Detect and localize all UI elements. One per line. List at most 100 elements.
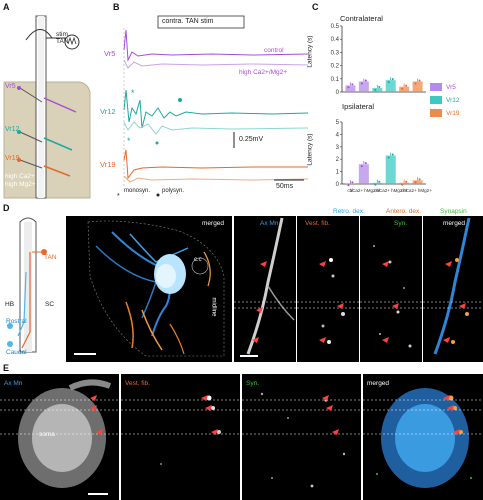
strip-label-vest: Vest. fib.	[305, 220, 330, 227]
x-tick-label: ctrl	[347, 188, 353, 193]
data-point	[414, 82, 417, 85]
nucleus-vr5: Vr5	[5, 83, 16, 90]
legend-high: high Ca2+/Mg2+	[239, 69, 288, 76]
bar	[372, 88, 383, 92]
y-tick-label: 0.2	[331, 64, 340, 70]
tan-label-d: TAN	[44, 254, 57, 261]
data-point	[378, 86, 381, 89]
legend-swatch	[430, 109, 442, 117]
soma-label: soma	[39, 431, 55, 438]
strip-vest-fib: Vest. fib.	[297, 216, 359, 362]
data-point	[374, 183, 377, 186]
y-tick-label: 5	[336, 120, 340, 126]
panel-a-schematic: stim TAN Vr5 Vr12 Vr19 high Ca2+ high Mg…	[0, 10, 110, 202]
bar	[399, 182, 410, 184]
row-vr5: Vr5	[104, 49, 116, 58]
merged-label: merged	[202, 220, 225, 227]
x-tick-label: ctrl	[374, 188, 380, 193]
panel-label-c: C	[312, 2, 319, 12]
y-tick-label: 0	[336, 90, 340, 96]
condition-line2: high Mg2+	[5, 181, 36, 188]
data-point	[378, 180, 381, 183]
label-synapsin: Synapsin	[440, 208, 467, 215]
e-label-axmn: Ax Mn	[4, 380, 23, 387]
chart-legend: Vr5 Vr12 Vr19	[430, 83, 460, 117]
bar	[345, 183, 356, 184]
bar	[358, 81, 369, 92]
data-point	[347, 86, 350, 89]
legend-label: Vr12	[446, 96, 460, 104]
strip-label-syn: Syn.	[394, 220, 408, 227]
strip-merged: merged	[423, 216, 483, 362]
ylabel-top: Latency (s)	[306, 35, 314, 68]
data-point	[391, 153, 394, 156]
data-point	[374, 89, 377, 92]
chart-top-title: Contralateral	[340, 14, 383, 23]
bar	[412, 81, 423, 92]
scale-time: 50ms	[276, 183, 294, 190]
data-point	[418, 178, 421, 181]
data-point	[351, 83, 354, 86]
midline-label: midline	[210, 297, 217, 317]
strip-ax-mn: Ax Mn	[234, 216, 296, 362]
legend-item-vr19: Vr19	[430, 109, 460, 117]
legend-control: control	[264, 47, 284, 54]
svg-text:*: *	[127, 136, 131, 146]
y-tick-label: 0.3	[331, 50, 340, 56]
strip-label-merged: merged	[443, 220, 466, 227]
bar	[385, 80, 396, 92]
data-point	[351, 181, 354, 184]
condition-line1: high Ca2+	[5, 173, 35, 180]
panel-label-b: B	[113, 2, 120, 12]
label-antero: Antero. dex.	[386, 208, 422, 215]
y-tick-label: 0.4	[331, 37, 340, 43]
y-tick-label: 0	[336, 182, 340, 188]
y-tick-label: 3	[336, 145, 340, 151]
legend-swatch	[430, 83, 442, 91]
scale-voltage: 0.25mV	[239, 136, 264, 143]
strip-syn: Syn.	[360, 216, 422, 362]
data-point	[405, 180, 408, 183]
panel-d-schematic: TAN HB SC Rostral Caudal	[0, 212, 64, 362]
panel-label-d: D	[3, 203, 10, 213]
y-tick-label: 0.1	[331, 77, 340, 83]
row-vr19: Vr19	[100, 160, 116, 169]
panel-label-e: E	[3, 363, 10, 373]
micrograph-merged: merged c.c midline	[66, 216, 232, 362]
caudal-label: Caudal	[6, 349, 27, 356]
stim-label: stim	[56, 31, 68, 38]
x-tick-label: hCa2+ hMg2+	[350, 188, 379, 193]
bar	[345, 85, 356, 92]
bar	[399, 86, 410, 92]
tan-label: TAN	[56, 38, 69, 45]
x-tick-label: hCa2+ hMg2+	[376, 188, 405, 193]
row-vr12: Vr12	[100, 107, 116, 116]
x-tick-label: ctrl	[401, 188, 407, 193]
e-ax-mn: Ax Mn soma	[0, 374, 119, 500]
trace-header: contra. TAN stim	[162, 18, 214, 25]
data-point	[364, 162, 367, 165]
data-point	[401, 87, 404, 90]
data-point	[387, 81, 390, 84]
y-tick-label: 2	[336, 157, 340, 163]
label-retro: Retro. dex.	[333, 208, 365, 215]
y-tick-label: 1	[336, 170, 340, 176]
panel-label-a: A	[3, 2, 10, 12]
e-label-syn: Syn.	[246, 380, 260, 387]
nucleus-vr19: Vr19	[5, 155, 20, 162]
nucleus-vr12: Vr12	[5, 126, 20, 133]
legend-item-vr5: Vr5	[430, 83, 460, 91]
rostral-label: Rostral	[6, 318, 27, 325]
svg-text:*: *	[117, 193, 120, 200]
cc-label: c.c	[194, 257, 202, 263]
panel-b-traces: * * * contra. TAN stim Vr5 Vr12 Vr19 con…	[100, 10, 310, 202]
data-point	[360, 82, 363, 85]
e-merged: merged	[363, 374, 483, 500]
data-point	[347, 184, 350, 187]
y-tick-label: 0.5	[331, 24, 340, 30]
bar	[385, 155, 396, 184]
y-tick-label: 4	[336, 132, 340, 138]
legend-swatch	[430, 96, 442, 104]
svg-text:*: *	[131, 88, 135, 98]
data-point	[414, 181, 417, 184]
